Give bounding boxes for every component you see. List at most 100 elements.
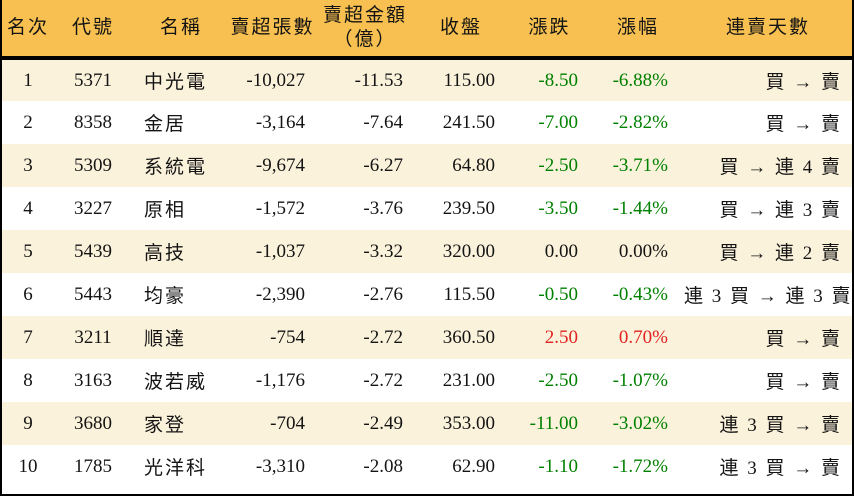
header-net-sell-amount: 賣超金額 （億） [315,0,415,60]
table-row: 7 3211 順達 -754 -2.72 360.50 2.50 0.70% 買… [2,316,852,359]
close-price-cell: 360.50 [442,326,495,348]
close-price-cell: 115.00 [443,69,495,91]
stock-code-cell: 1785 [74,455,112,477]
stock-name-cell: 順達 [144,329,187,350]
header-net-sell-amount-line1: 賣超金額 [322,5,407,26]
price-change-cell: 0.00 [544,240,578,262]
streak-days-cell: 買 → 賣 [765,372,842,393]
net-sell-volume-cell: -704 [270,412,305,434]
streak-days-cell: 連 3 買 → 連 3 賣 [684,286,853,307]
table-row: 6 5443 均豪 -2,390 -2.76 115.50 -0.50 -0.4… [2,273,852,316]
table-row: 5 5439 高技 -1,037 -3.32 320.00 0.00 0.00%… [2,230,852,273]
change-percent-cell: -6.88% [612,69,668,91]
change-percent-cell: -1.44% [612,197,668,219]
net-sell-volume-cell: -3,310 [255,455,305,477]
net-sell-amount-cell: -3.32 [363,240,403,262]
table-row: 8 3163 波若威 -1,176 -2.72 231.00 -2.50 -1.… [2,359,852,402]
stock-code-cell: 5439 [74,240,112,262]
header-row: 名次 代號 名稱 賣超張數 賣超金額 （億） 收盤 漲跌 漲幅 連賣天數 [2,0,852,60]
header-net-sell-amount-line2: （億） [333,29,397,50]
rank-cell: 6 [23,283,33,305]
close-price-cell: 320.00 [442,240,495,262]
header-stock-code: 代號 [54,0,132,60]
streak-days-cell: 連 3 買 → 賣 [719,458,842,479]
close-price-cell: 241.50 [442,111,495,133]
price-change-cell: -3.50 [538,197,578,219]
header-price-change: 漲跌 [507,0,592,60]
streak-days-cell: 買 → 賣 [765,329,842,350]
header-streak-days: 連賣天數 [684,0,852,60]
close-price-cell: 64.80 [452,154,495,176]
net-sell-volume-cell: -1,572 [255,197,305,219]
table-row: 1 5371 中光電 -10,027 -11.53 115.00 -8.50 -… [2,58,852,101]
net-sell-amount-cell: -3.76 [363,197,403,219]
stock-code-cell: 3163 [74,369,112,391]
stock-name-cell: 光洋科 [144,458,208,479]
stock-name-cell: 原相 [144,200,187,221]
table-row: 3 5309 系統電 -9,674 -6.27 64.80 -2.50 -3.7… [2,144,852,187]
stock-name-cell: 波若威 [144,372,208,393]
table-row: 2 8358 金居 -3,164 -7.64 241.50 -7.00 -2.8… [2,101,852,144]
close-price-cell: 231.00 [442,369,495,391]
net-sell-amount-cell: -11.53 [354,69,403,91]
stock-code-cell: 5309 [74,154,112,176]
rank-cell: 4 [23,197,33,219]
header-net-sell-volume: 賣超張數 [230,0,315,60]
rank-cell: 5 [23,240,33,262]
price-change-cell: -2.50 [538,369,578,391]
price-change-cell: -8.50 [538,69,578,91]
streak-days-cell: 買 → 連 2 賣 [719,243,842,264]
change-percent-cell: -3.71% [612,154,668,176]
streak-days-cell: 買 → 賣 [765,114,842,135]
net-sell-volume-cell: -2,390 [255,283,305,305]
net-sell-volume-cell: -3,164 [255,111,305,133]
change-percent-cell: 0.00% [618,240,668,262]
stock-code-cell: 5443 [74,283,112,305]
rank-cell: 1 [23,69,33,91]
net-sell-amount-cell: -2.72 [363,326,403,348]
table-row: 4 3227 原相 -1,572 -3.76 239.50 -3.50 -1.4… [2,187,852,230]
table-row: 10 1785 光洋科 -3,310 -2.08 62.90 -1.10 -1.… [2,445,852,488]
rank-cell: 7 [23,326,33,348]
stock-name-cell: 金居 [144,114,187,135]
streak-days-cell: 買 → 連 3 賣 [719,200,842,221]
stock-code-cell: 8358 [74,111,112,133]
close-price-cell: 115.50 [443,283,495,305]
streak-days-cell: 買 → 賣 [765,72,842,93]
ranking-table: 名次 代號 名稱 賣超張數 賣超金額 （億） 收盤 漲跌 漲幅 連賣天數 1 53… [2,0,852,488]
net-sell-volume-cell: -1,037 [255,240,305,262]
price-change-cell: -0.50 [538,283,578,305]
stock-code-cell: 5371 [74,69,112,91]
stock-name-cell: 家登 [144,415,187,436]
close-price-cell: 62.90 [452,455,495,477]
rank-cell: 8 [23,369,33,391]
change-percent-cell: -1.07% [612,369,668,391]
rank-cell: 10 [18,455,38,477]
net-sell-amount-cell: -2.08 [363,455,403,477]
stock-name-cell: 系統電 [144,157,208,178]
close-price-cell: 353.00 [442,412,495,434]
rank-cell: 3 [23,154,33,176]
net-sell-amount-cell: -2.72 [363,369,403,391]
change-percent-cell: -0.43% [612,283,668,305]
price-change-cell: -1.10 [538,455,578,477]
header-rank: 名次 [2,0,54,60]
stock-code-cell: 3211 [74,326,112,348]
change-percent-cell: 0.70% [618,326,668,348]
net-sell-amount-cell: -7.64 [363,111,403,133]
rank-cell: 2 [23,111,33,133]
stock-name-cell: 中光電 [144,72,208,93]
stock-name-cell: 高技 [144,243,187,264]
net-sell-volume-cell: -10,027 [246,69,305,91]
stock-code-cell: 3227 [74,197,112,219]
streak-days-cell: 連 3 買 → 賣 [719,415,842,436]
net-sell-volume-cell: -9,674 [255,154,305,176]
net-sell-amount-cell: -2.76 [363,283,403,305]
rank-cell: 9 [23,412,33,434]
net-sell-volume-cell: -1,176 [255,369,305,391]
price-change-cell: -7.00 [538,111,578,133]
close-price-cell: 239.50 [442,197,495,219]
price-change-cell: -2.50 [538,154,578,176]
change-percent-cell: -3.02% [612,412,668,434]
